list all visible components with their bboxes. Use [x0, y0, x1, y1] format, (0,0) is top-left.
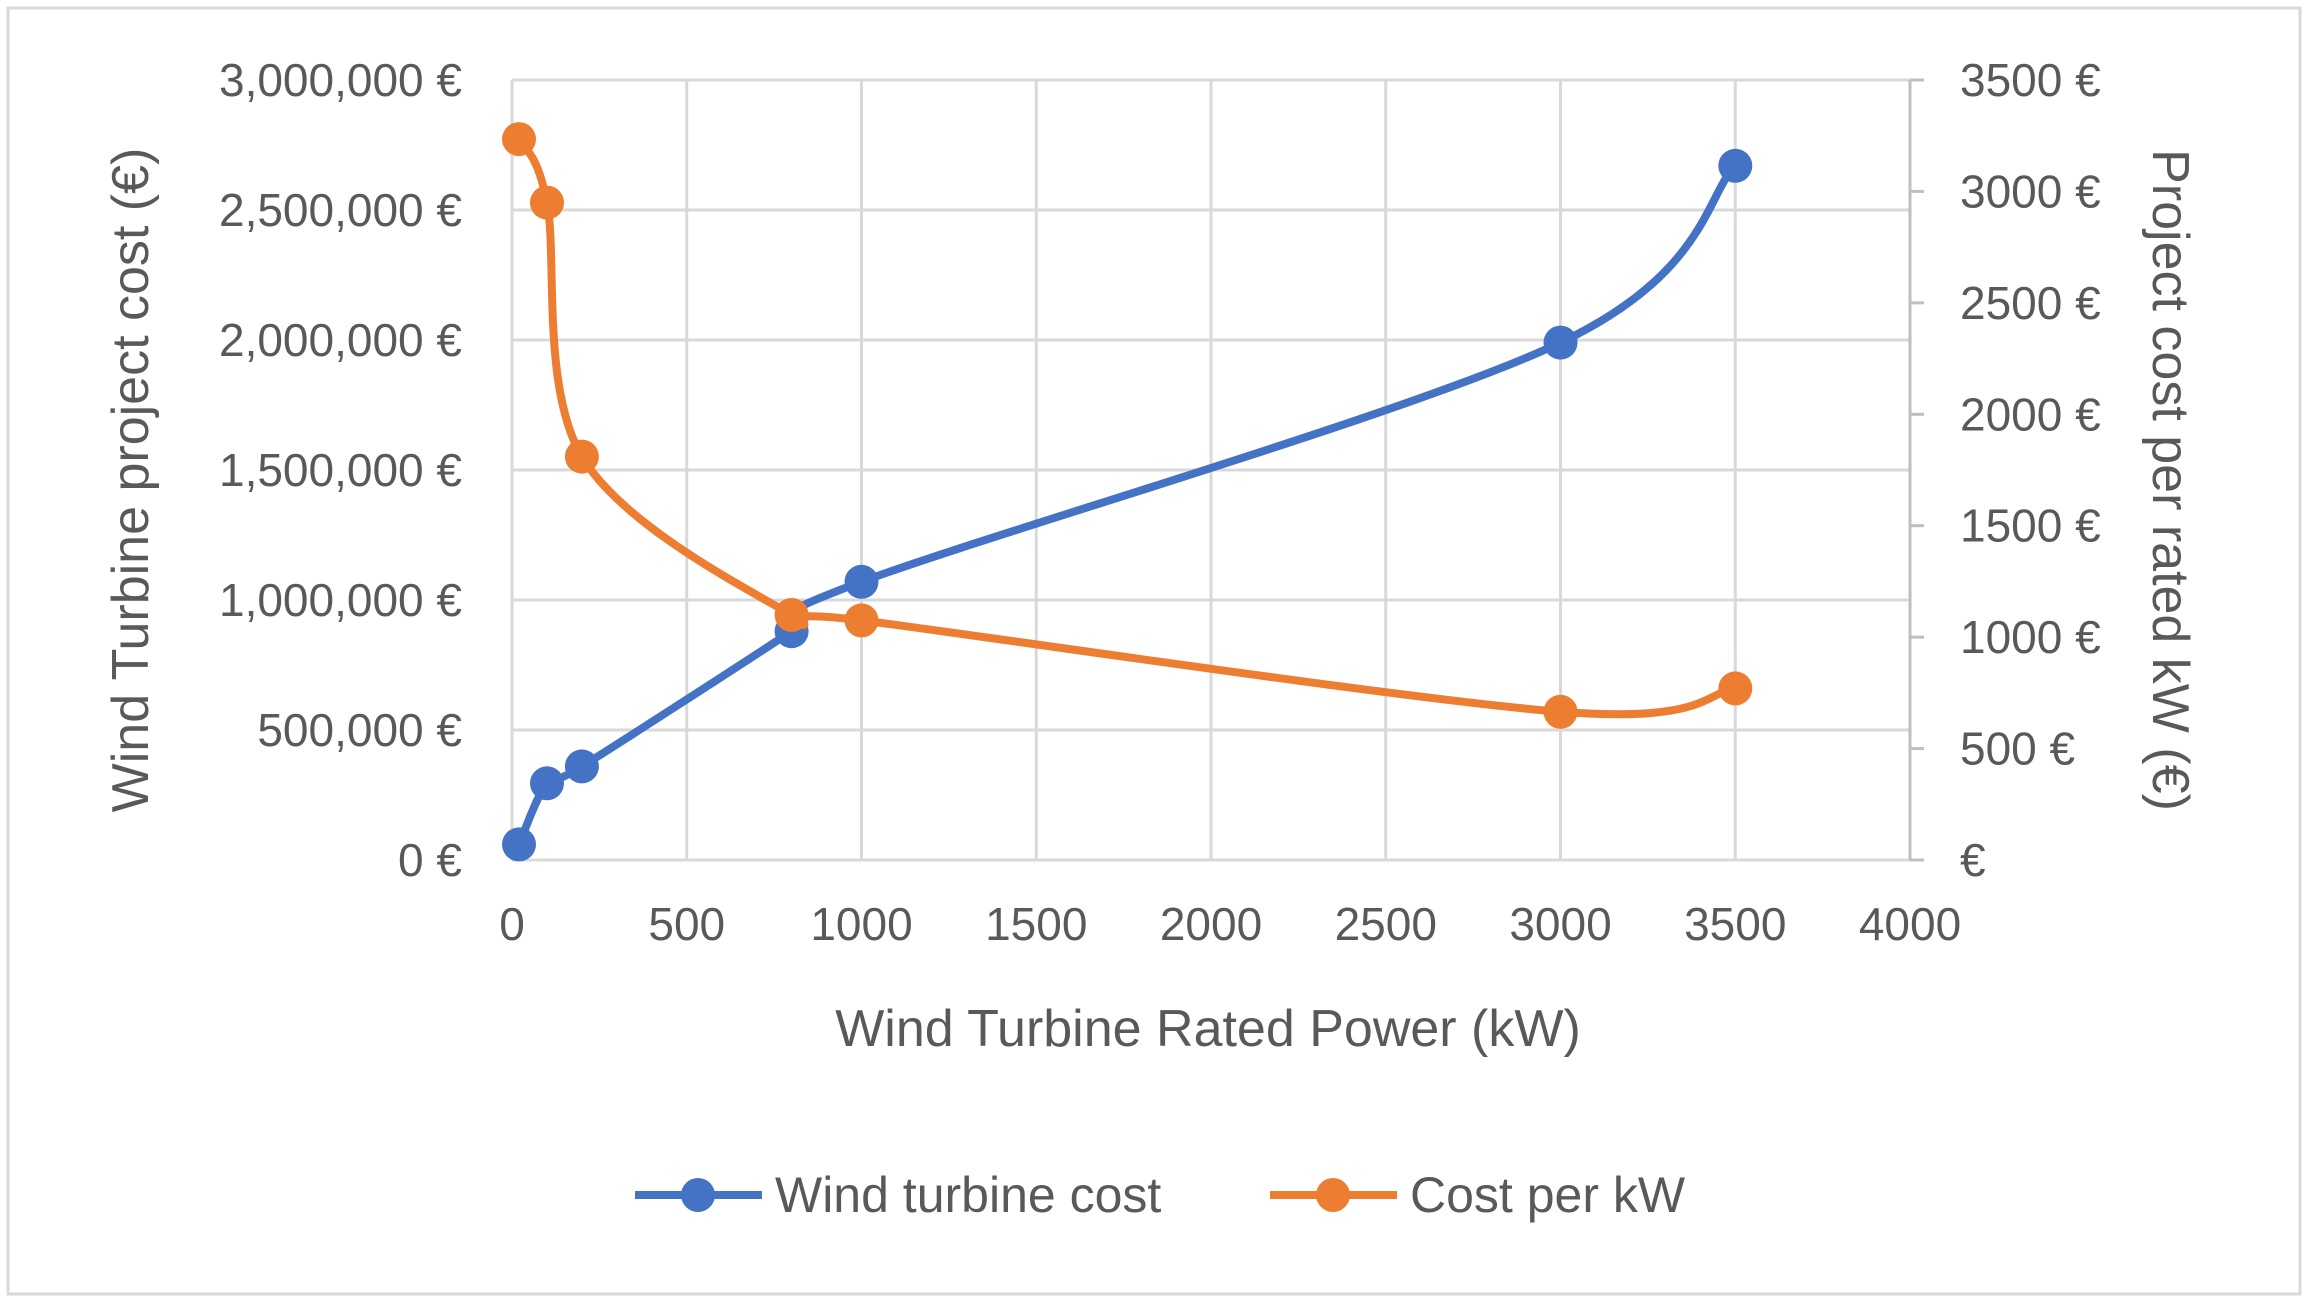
data-point-wind-turbine-cost [530, 766, 564, 801]
y2-tick-label: 1000 € [1960, 611, 2101, 663]
chart-border [6, 6, 2302, 1296]
y-tick-label: 500,000 € [257, 704, 462, 756]
data-point-wind-turbine-cost [1543, 325, 1578, 360]
y-tick-label: 1,000,000 € [219, 574, 462, 626]
x-tick-label: 500 [648, 898, 725, 950]
data-point-wind-turbine-cost [502, 827, 536, 862]
x-tick-label: 0 [499, 898, 525, 950]
legend-label-cost-per-kw: Cost per kW [1410, 1167, 1686, 1223]
legend-marker-cost-per-kw [1316, 1178, 1350, 1212]
y2-tick-label: 500 € [1960, 723, 2075, 775]
data-point-cost-per-kw [1543, 694, 1578, 729]
x-axis-title: Wind Turbine Rated Power (kW) [835, 1000, 1581, 1058]
y2-tick-label: 3000 € [1960, 165, 2101, 217]
y-tick-label: 0 € [398, 834, 462, 886]
series-group [502, 122, 1753, 862]
data-point-cost-per-kw [530, 185, 564, 220]
data-point-wind-turbine-cost [844, 564, 879, 599]
data-point-cost-per-kw [774, 597, 809, 632]
legend-marker-wind-turbine-cost [681, 1178, 715, 1212]
legend: Wind turbine cost Cost per kW [635, 1167, 1686, 1223]
y2-axis-title: Project cost per rated kW (€) [2141, 149, 2199, 811]
data-point-cost-per-kw [564, 439, 599, 474]
y2-tick-label: 2500 € [1960, 277, 2101, 329]
y-tick-label: 1,500,000 € [219, 444, 462, 496]
y-axis-title: Wind Turbine project cost (€) [102, 148, 160, 813]
axes [1908, 78, 1924, 862]
y-tick-label: 2,000,000 € [219, 314, 462, 366]
y-tick-label: 3,000,000 € [219, 54, 462, 106]
y-tick-label: 2,500,000 € [219, 184, 462, 236]
data-point-cost-per-kw [844, 603, 879, 638]
data-point-cost-per-kw [1718, 671, 1753, 706]
y2-tick-label: 2000 € [1960, 388, 2101, 440]
data-point-wind-turbine-cost [1718, 148, 1753, 183]
x-tick-label: 1000 [810, 898, 912, 950]
legend-item-cost-per-kw[interactable]: Cost per kW [1270, 1167, 1686, 1223]
legend-item-wind-turbine-cost[interactable]: Wind turbine cost [635, 1167, 1161, 1223]
x-tick-label: 3500 [1684, 898, 1786, 950]
x-tick-label: 4000 [1859, 898, 1961, 950]
data-point-cost-per-kw [502, 122, 536, 157]
x-tick-label: 3000 [1509, 898, 1611, 950]
tick-labels: 0 500 1000 1500 2000 2500 3000 3500 4000 0 € 500,0… [219, 54, 2101, 950]
data-point-wind-turbine-cost [564, 749, 599, 784]
y2-tick-label: 1500 € [1960, 500, 2101, 552]
y2-tick-label: € [1960, 834, 1986, 886]
legend-label-wind-turbine-cost: Wind turbine cost [775, 1167, 1161, 1223]
y2-tick-label: 3500 € [1960, 54, 2101, 106]
x-tick-label: 2000 [1160, 898, 1262, 950]
x-tick-label: 2500 [1335, 898, 1437, 950]
x-tick-label: 1500 [985, 898, 1087, 950]
